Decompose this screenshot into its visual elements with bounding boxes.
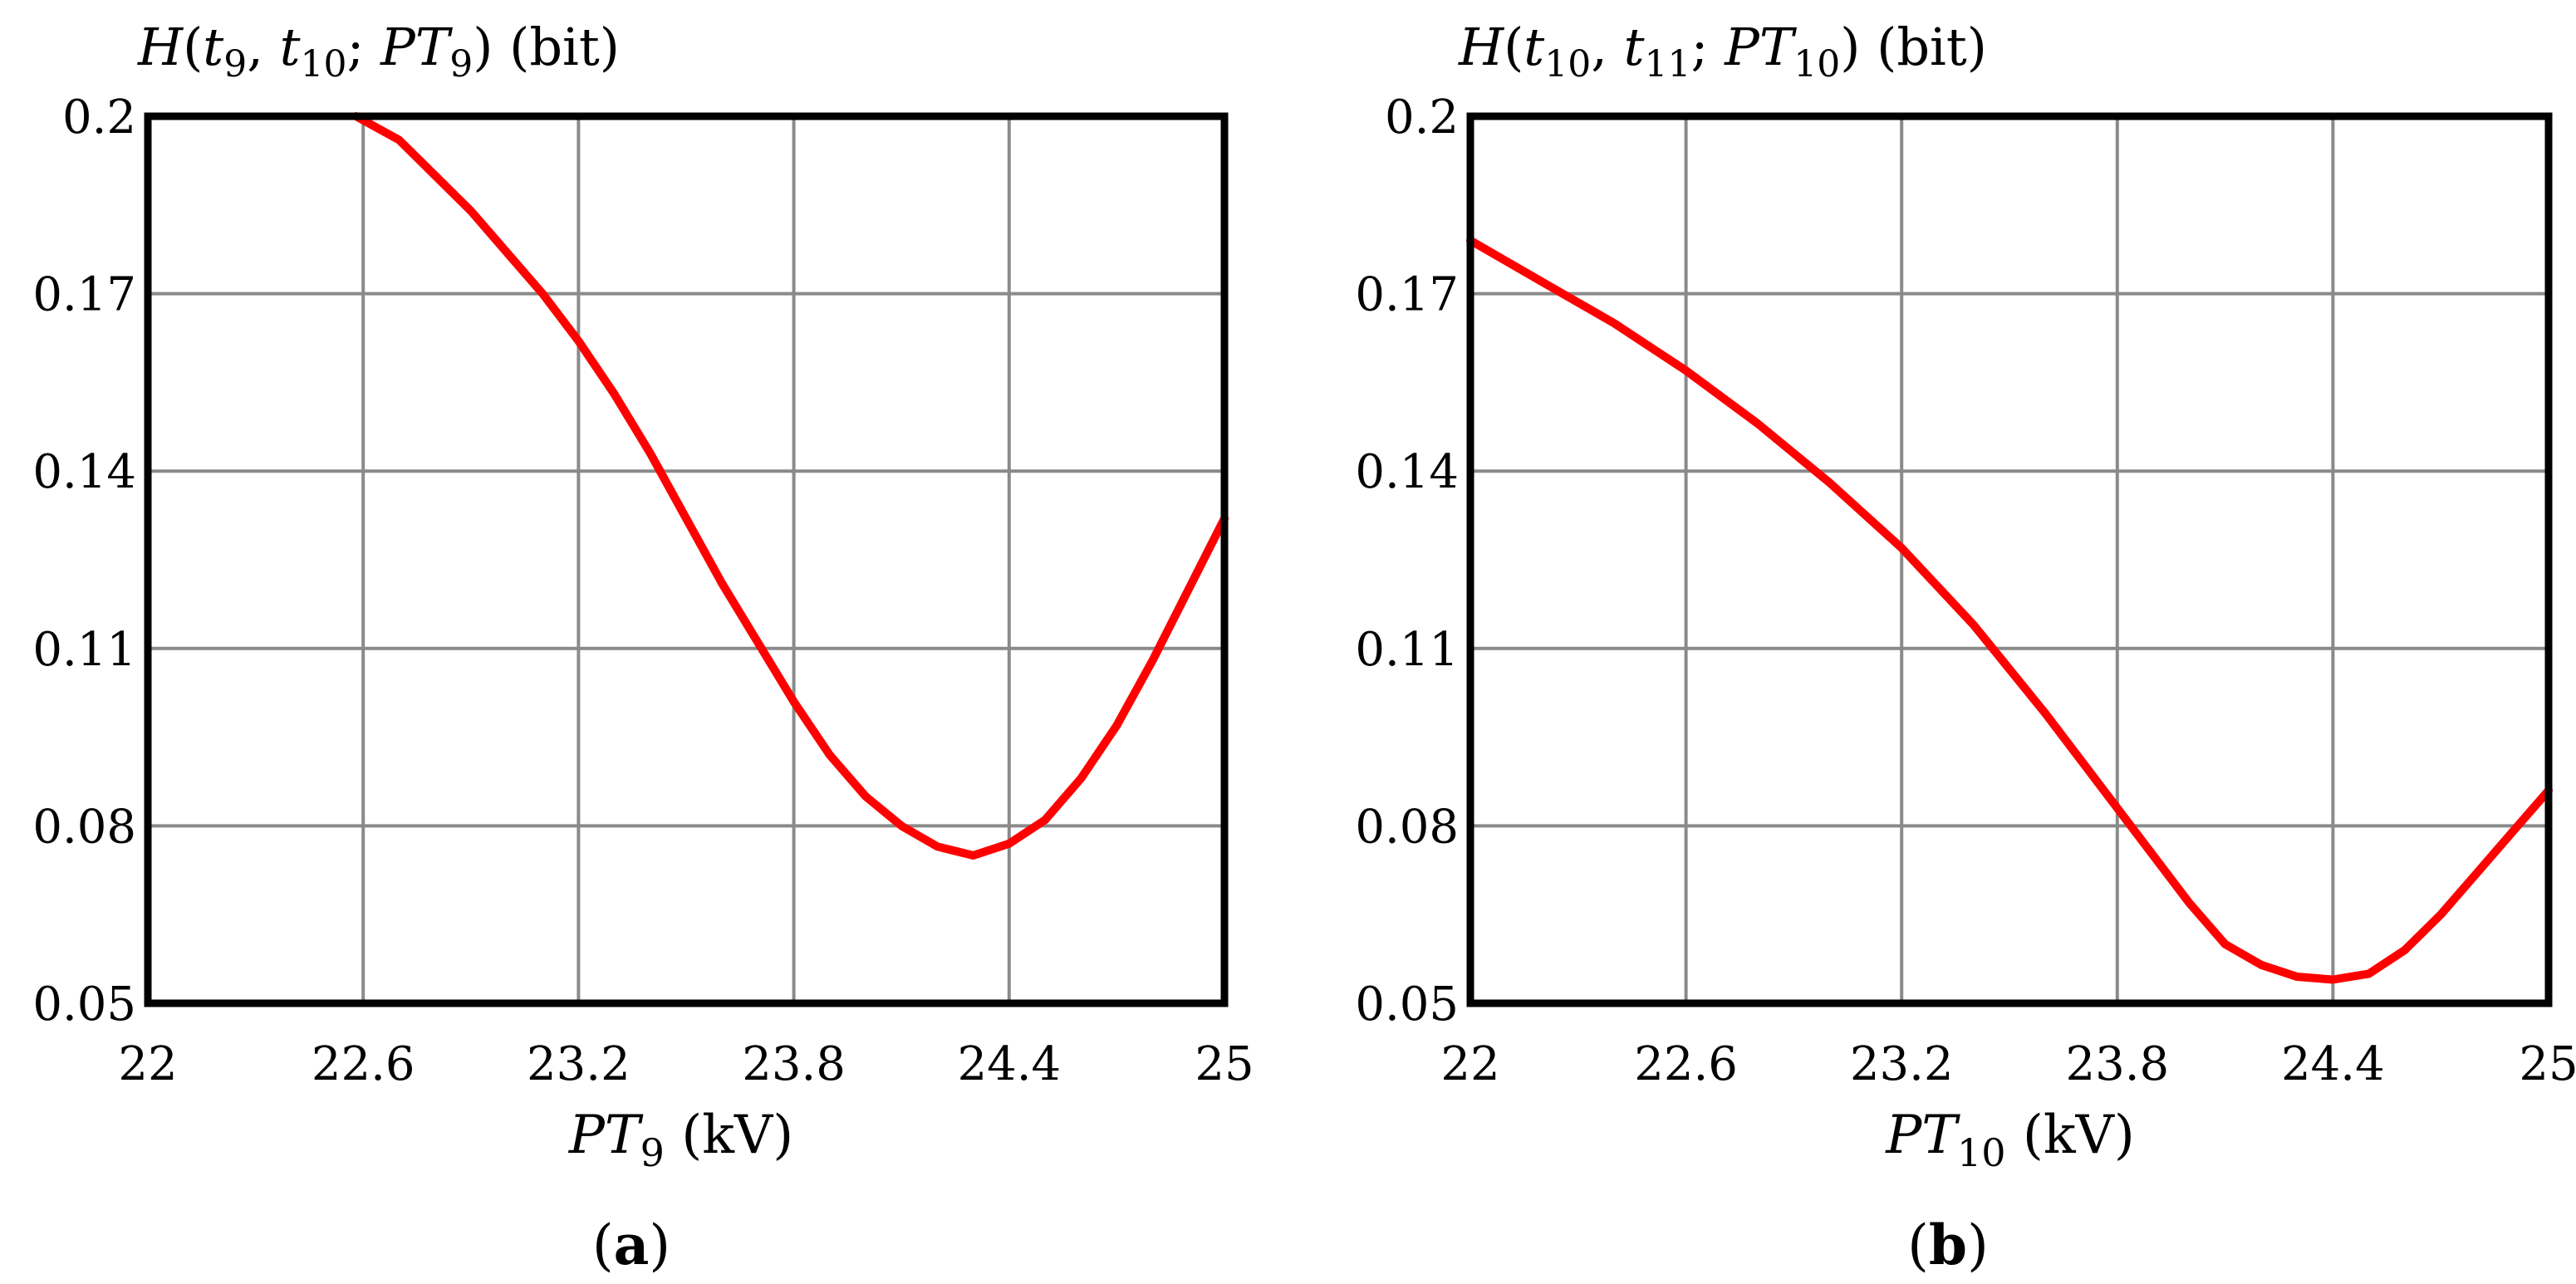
y-label-h-b: H xyxy=(1458,17,1505,77)
y-label-h-a: H xyxy=(137,17,184,77)
x-tick-label: 22 xyxy=(1440,1037,1499,1091)
caption-letter-b: b xyxy=(1929,1213,1967,1277)
y-label-t1-sub-a: 9 xyxy=(223,43,247,86)
x-axis-label-a: PT9 (kV) xyxy=(568,1105,793,1175)
y-label-semi-a: ; xyxy=(347,17,381,77)
series-b xyxy=(1466,236,2553,984)
x-label-pt-a: PT xyxy=(568,1105,644,1166)
x-tick-label: 23.8 xyxy=(2065,1037,2169,1091)
y-tick-label: 0.11 xyxy=(1355,623,1459,677)
grid-b xyxy=(1469,115,2550,1005)
y-label-close-a: ) xyxy=(473,17,493,77)
y-tick-label: 0.17 xyxy=(1355,268,1459,322)
x-tick-label: 25 xyxy=(1195,1037,1254,1091)
y-label-pt-sub-b: 10 xyxy=(1793,43,1840,86)
y-label-pt-a: PT xyxy=(380,17,454,77)
x-tick-label: 23.2 xyxy=(527,1037,631,1091)
x-axis-label-b: PT10 (kV) xyxy=(1885,1105,2135,1175)
plot-frame-b xyxy=(1466,112,2553,1007)
x-label-pt-sub-b: 10 xyxy=(1957,1130,2006,1175)
y-tick-label: 0.17 xyxy=(32,268,136,322)
x-label-unit-b: (kV) xyxy=(2006,1105,2135,1166)
y-tick-label: 0.14 xyxy=(1355,445,1459,499)
x-tick-label: 23.2 xyxy=(1850,1037,1954,1091)
y-tick-label: 0.2 xyxy=(62,91,136,145)
y-ticks-b: 0.05 0.08 0.11 0.14 0.17 0.2 xyxy=(1355,91,1459,1032)
y-label-t1-b: t xyxy=(1524,17,1544,77)
y-tick-label: 0.14 xyxy=(32,445,136,499)
x-tick-label: 24.4 xyxy=(957,1037,1061,1091)
y-label-t2-a: t xyxy=(280,17,301,77)
y-tick-label: 0.08 xyxy=(1355,800,1459,854)
y-label-t2-sub-a: 10 xyxy=(301,43,347,86)
x-tick-label: 22 xyxy=(118,1037,177,1091)
y-tick-label: 0.11 xyxy=(32,623,136,677)
x-ticks-b: 22 22.6 23.2 23.8 24.4 25 xyxy=(1440,1037,2576,1091)
series-line-a-0 xyxy=(351,112,1229,860)
x-label-pt-b: PT xyxy=(1885,1105,1960,1166)
caption-letter-a: a xyxy=(614,1213,650,1277)
y-label-t2-b: t xyxy=(1624,17,1645,77)
caption-close-a: ) xyxy=(649,1213,670,1277)
plot-frame-a xyxy=(144,112,1229,1007)
grid-a xyxy=(146,115,1226,1005)
y-label-t1-a: t xyxy=(203,17,223,77)
panel-caption-a: (a) xyxy=(592,1213,670,1277)
y-tick-label: 0.2 xyxy=(1385,91,1459,145)
caption-close-b: ) xyxy=(1967,1213,1989,1277)
y-ticks-a: 0.05 0.08 0.11 0.14 0.17 0.2 xyxy=(32,91,136,1032)
x-tick-label: 25 xyxy=(2519,1037,2576,1091)
y-label-semi-b: ; xyxy=(1691,17,1725,77)
y-tick-label: 0.08 xyxy=(32,800,136,854)
y-label-unit-b: (bit) xyxy=(1860,17,1987,77)
x-tick-label: 22.6 xyxy=(1634,1037,1738,1091)
x-tick-label: 23.8 xyxy=(742,1037,846,1091)
x-label-unit-a: (kV) xyxy=(665,1105,793,1166)
x-tick-label: 22.6 xyxy=(312,1037,415,1091)
caption-open-a: ( xyxy=(592,1213,614,1277)
chart-panel-b: 0.05 0.08 0.11 0.14 0.17 0.2 22 22.6 23.2 23.8 24… xyxy=(1355,17,2576,1277)
x-tick-label: 24.4 xyxy=(2281,1037,2385,1091)
y-tick-label: 0.05 xyxy=(1355,978,1459,1032)
y-label-t1-sub-b: 10 xyxy=(1544,43,1591,86)
y-axis-label-b: H(t10, t11; PT10) (bit) xyxy=(1458,17,1987,86)
y-label-t2-sub-b: 11 xyxy=(1645,43,1691,86)
y-label-close-b: ) xyxy=(1840,17,1860,77)
y-label-open-a: ( xyxy=(183,17,203,77)
y-label-pt-sub-a: 9 xyxy=(449,43,473,86)
x-label-pt-sub-a: 9 xyxy=(640,1130,665,1175)
chart-panel-a: 0.05 0.08 0.11 0.14 0.17 0.2 22 22.6 23.2 23.8 24… xyxy=(32,17,1254,1277)
y-axis-label-a: H(t9, t10; PT9) (bit) xyxy=(137,17,620,86)
y-label-comma-b: , xyxy=(1591,17,1623,77)
series-line-b-0 xyxy=(1466,236,2553,984)
y-label-comma-a: , xyxy=(247,17,279,77)
y-tick-label: 0.05 xyxy=(32,978,136,1032)
panel-caption-b: (b) xyxy=(1907,1213,1989,1277)
series-a xyxy=(351,112,1229,860)
y-label-unit-a: (bit) xyxy=(493,17,620,77)
y-label-open-b: ( xyxy=(1504,17,1524,77)
y-label-pt-b: PT xyxy=(1724,17,1798,77)
x-ticks-a: 22 22.6 23.2 23.8 24.4 25 xyxy=(118,1037,1254,1091)
caption-open-b: ( xyxy=(1907,1213,1929,1277)
